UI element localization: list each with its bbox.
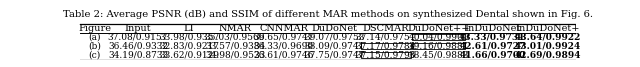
Text: 33.62/0.9129: 33.62/0.9129 <box>159 51 219 60</box>
Text: (b): (b) <box>88 42 101 51</box>
Text: (a): (a) <box>88 33 101 42</box>
Text: 39.07/0.9753: 39.07/0.9753 <box>305 33 365 42</box>
Text: DuDoNet++: DuDoNet++ <box>407 24 470 33</box>
Text: 36.46/0.9332: 36.46/0.9332 <box>108 42 168 51</box>
Text: 36.61/0.9746: 36.61/0.9746 <box>253 51 314 60</box>
Bar <box>412 34 465 40</box>
Text: 41.66/0.9700: 41.66/0.9700 <box>460 51 525 60</box>
Text: Table 2: Average PSNR (dB) and SSIM of different MAR methods on synthesized Dent: Table 2: Average PSNR (dB) and SSIM of d… <box>63 10 593 19</box>
Text: 40.04/0.9900: 40.04/0.9900 <box>408 33 468 42</box>
Text: NMAR: NMAR <box>218 24 252 33</box>
Text: 37.17/0.9784: 37.17/0.9784 <box>356 42 416 51</box>
Text: 32.83/0.9217: 32.83/0.9217 <box>159 42 219 51</box>
Text: 34.98/0.9523: 34.98/0.9523 <box>205 51 265 60</box>
Bar <box>412 43 465 49</box>
Text: 33.57/0.9384: 33.57/0.9384 <box>205 42 265 51</box>
Bar <box>361 52 411 58</box>
Text: CNNMAR: CNNMAR <box>259 24 308 33</box>
Text: InDuDoNet: InDuDoNet <box>464 24 520 33</box>
Text: 43.01/0.9924: 43.01/0.9924 <box>515 42 581 51</box>
Text: 37.08/0.9157: 37.08/0.9157 <box>108 33 168 42</box>
Text: InDuDoNet+: InDuDoNet+ <box>515 24 580 33</box>
Text: 38.45/0.9883: 38.45/0.9883 <box>408 51 468 60</box>
Text: 37.14/0.9751: 37.14/0.9751 <box>356 33 416 42</box>
Bar <box>361 43 411 49</box>
Text: 36.33/0.9690: 36.33/0.9690 <box>253 42 314 51</box>
Text: 35.03/0.9569: 35.03/0.9569 <box>205 33 265 42</box>
Text: 43.33/0.9731: 43.33/0.9731 <box>459 33 525 42</box>
Text: 42.61/0.9727: 42.61/0.9727 <box>460 42 525 51</box>
Text: 39.16/0.9881: 39.16/0.9881 <box>408 42 468 51</box>
Text: 38.09/0.9741: 38.09/0.9741 <box>305 42 365 51</box>
Text: Figure: Figure <box>78 24 111 33</box>
Text: 37.15/0.9796: 37.15/0.9796 <box>356 51 416 60</box>
Text: 36.65/0.9747: 36.65/0.9747 <box>253 33 314 42</box>
Text: (c): (c) <box>89 51 101 60</box>
Text: 34.19/0.8733: 34.19/0.8733 <box>108 51 168 60</box>
Text: LI: LI <box>184 24 195 33</box>
Text: Input: Input <box>125 24 151 33</box>
Text: DuDoNet: DuDoNet <box>312 24 358 33</box>
Text: 42.69/0.9894: 42.69/0.9894 <box>515 51 581 60</box>
Text: DSCMAR: DSCMAR <box>363 24 409 33</box>
Text: 43.64/0.9922: 43.64/0.9922 <box>515 33 581 42</box>
Text: 33.98/0.9357: 33.98/0.9357 <box>159 33 220 42</box>
Text: 37.75/0.9747: 37.75/0.9747 <box>305 51 365 60</box>
